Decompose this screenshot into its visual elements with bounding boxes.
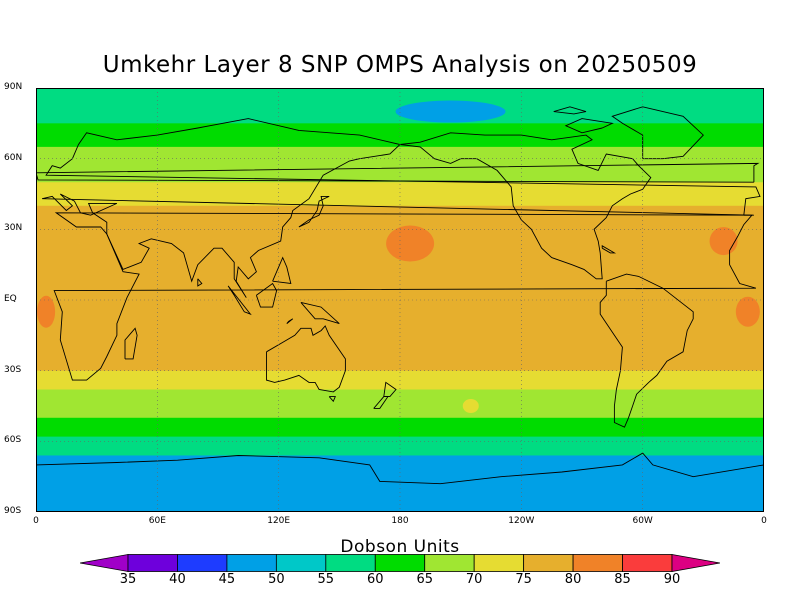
colorbar-box	[523, 554, 574, 572]
colorbar-tick-label: 60	[366, 572, 384, 587]
colorbar-box	[275, 554, 327, 572]
lon-tick-label: 0	[33, 516, 39, 526]
coastline-3	[599, 273, 694, 428]
graticule	[36, 88, 764, 512]
contour-feature-0	[395, 100, 506, 123]
contour-feature-5	[462, 399, 479, 413]
colorbar-tick-label: 70	[465, 572, 483, 587]
coastline-19	[564, 118, 614, 134]
coastline-15	[272, 256, 292, 285]
lat-tick-label: EQ	[4, 294, 17, 304]
lat-tick-label: 30N	[4, 223, 23, 234]
colorbar-tick-label: 65	[416, 572, 433, 587]
lat-tick-label: 90N	[4, 82, 23, 92]
colorbar-box	[572, 554, 623, 572]
colorbar-tick-label: 90	[663, 572, 681, 587]
map-frame	[36, 88, 764, 512]
coastlines	[36, 106, 764, 485]
colorbar-tick-label: 80	[564, 572, 582, 587]
colorbar-tick-label: 75	[515, 572, 532, 587]
contour-feature-1	[386, 225, 435, 262]
colorbar-title: Dobson Units	[340, 537, 460, 557]
colorbar-box	[226, 554, 277, 572]
colorbar	[80, 554, 720, 572]
colorbar-tick-label: 85	[614, 572, 631, 587]
lon-tick-label: 120W	[508, 516, 535, 526]
coastline-2	[399, 132, 652, 280]
colorbar-box	[473, 554, 525, 572]
coastline-21	[328, 396, 336, 403]
colorbar-box	[374, 554, 426, 572]
coastline-9	[227, 285, 252, 316]
coastline-6	[611, 106, 704, 160]
colorbar-tick-label: 45	[218, 572, 236, 587]
contour-feature-2	[709, 227, 738, 256]
colorbar-max-arrow	[671, 554, 720, 572]
colorbar-tick-label: 50	[268, 572, 285, 587]
lon-tick-label: 120E	[267, 516, 291, 526]
colorbar-box	[127, 554, 178, 572]
coastline-10	[255, 282, 278, 308]
colorbar-box	[325, 554, 376, 572]
coastline-0	[53, 212, 757, 381]
contour-band-6	[36, 389, 764, 419]
lat-tick-label: 90S	[4, 506, 22, 516]
coastline-8	[298, 195, 330, 228]
contour-band-3	[36, 182, 764, 207]
coastline-18	[197, 278, 203, 287]
lon-tick-label: 0	[761, 516, 767, 526]
coastline-4	[266, 325, 346, 393]
colorbar-min-arrow	[80, 554, 129, 572]
map-canvas	[36, 88, 764, 512]
coastline-1	[42, 118, 761, 298]
colorbar-tick-label: 40	[169, 572, 186, 587]
colorbar-box	[622, 554, 673, 572]
coastline-5	[36, 452, 764, 485]
lon-tick-label: 60E	[148, 516, 166, 526]
contour-band-1	[36, 123, 764, 148]
lon-tick-label: 180	[391, 516, 409, 526]
coastline-11	[300, 301, 340, 325]
coastline-17	[286, 318, 294, 324]
contour-band-8	[36, 436, 764, 456]
colorbar-box	[177, 554, 228, 572]
coastline-20	[553, 106, 587, 115]
contour-feature-3	[37, 295, 56, 328]
coastline-14	[124, 327, 138, 360]
lat-tick-label: 30S	[4, 364, 22, 375]
contour-band-7	[36, 417, 764, 438]
ozone-map	[36, 88, 764, 512]
contour-feature-4	[735, 296, 760, 327]
lat-tick-label: 60S	[4, 435, 22, 446]
coastline-16	[601, 245, 617, 254]
lon-tick-label: 60W	[632, 516, 653, 526]
contour-band-0	[36, 88, 764, 124]
colorbar-tick-label: 55	[317, 572, 335, 587]
colorbar-tick-label: 35	[119, 572, 137, 587]
map-title: Umkehr Layer 8 SNP OMPS Analysis on 2025…	[102, 52, 698, 78]
coastline-13	[373, 396, 389, 409]
lat-tick-label: 60N	[4, 152, 23, 163]
contour-band-9	[36, 455, 764, 512]
colorbar-box	[424, 554, 475, 572]
